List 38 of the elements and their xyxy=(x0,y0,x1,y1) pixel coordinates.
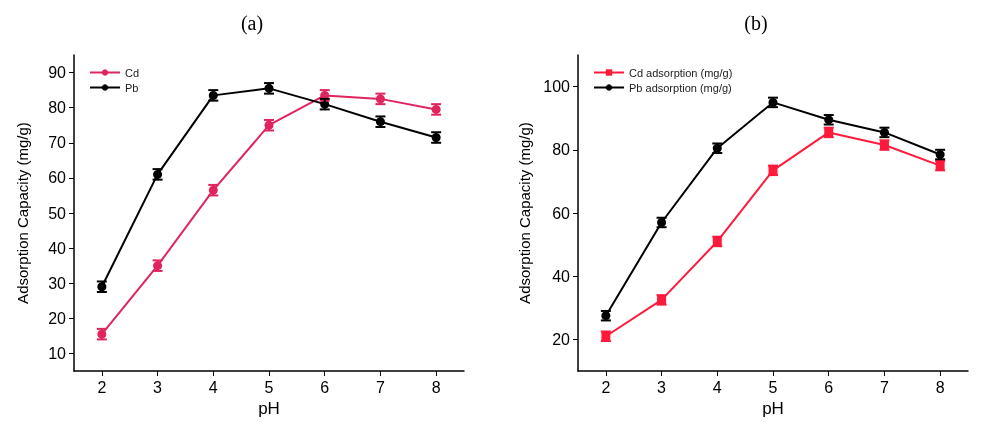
x-axis-title: pH xyxy=(762,398,784,418)
y-axis-title: Adsorption Capacity (mg/g) xyxy=(516,122,534,304)
x-tick-label: 2 xyxy=(601,378,611,396)
y-tick-label: 70 xyxy=(48,134,67,152)
chart-title: (b) xyxy=(744,12,768,35)
legend-label: Cd adsorption (mg/g) xyxy=(629,66,733,79)
y-tick-label: 100 xyxy=(543,78,571,96)
y-axis-title: Adsorption Capacity (mg/g) xyxy=(14,122,31,304)
y-tick-label: 40 xyxy=(552,267,571,285)
x-tick-label: 7 xyxy=(375,378,385,396)
y-tick-label: 50 xyxy=(48,204,67,222)
y-tick-label: 90 xyxy=(48,64,67,82)
x-tick-label: 4 xyxy=(712,378,722,396)
x-tick-label: 4 xyxy=(208,378,218,396)
y-tick-label: 80 xyxy=(552,141,571,159)
chart-title: (a) xyxy=(240,12,264,35)
x-tick-label: 8 xyxy=(935,378,945,396)
x-tick-label: 6 xyxy=(824,378,834,396)
y-tick-label: 20 xyxy=(48,309,67,327)
x-tick-label: 3 xyxy=(153,378,163,396)
x-axis-title: pH xyxy=(258,398,280,418)
x-tick-label: 2 xyxy=(97,378,107,396)
y-tick-label: 80 xyxy=(48,99,67,117)
x-tick-label: 5 xyxy=(264,378,274,396)
x-tick-label: 7 xyxy=(879,378,889,396)
legend-label: Pb adsorption (mg/g) xyxy=(629,81,732,94)
y-tick-label: 20 xyxy=(552,330,571,348)
y-tick-label: 60 xyxy=(552,204,571,222)
y-tick-label: 60 xyxy=(48,169,67,187)
y-tick-label: 30 xyxy=(48,274,67,292)
x-tick-label: 5 xyxy=(768,378,778,396)
x-tick-label: 8 xyxy=(431,378,441,396)
x-tick-label: 3 xyxy=(657,378,667,396)
y-tick-label: 40 xyxy=(48,239,67,257)
legend-label: Cd xyxy=(125,66,140,79)
y-tick-label: 10 xyxy=(48,344,67,362)
legend-label: Pb xyxy=(125,81,139,94)
x-tick-label: 6 xyxy=(320,378,330,396)
